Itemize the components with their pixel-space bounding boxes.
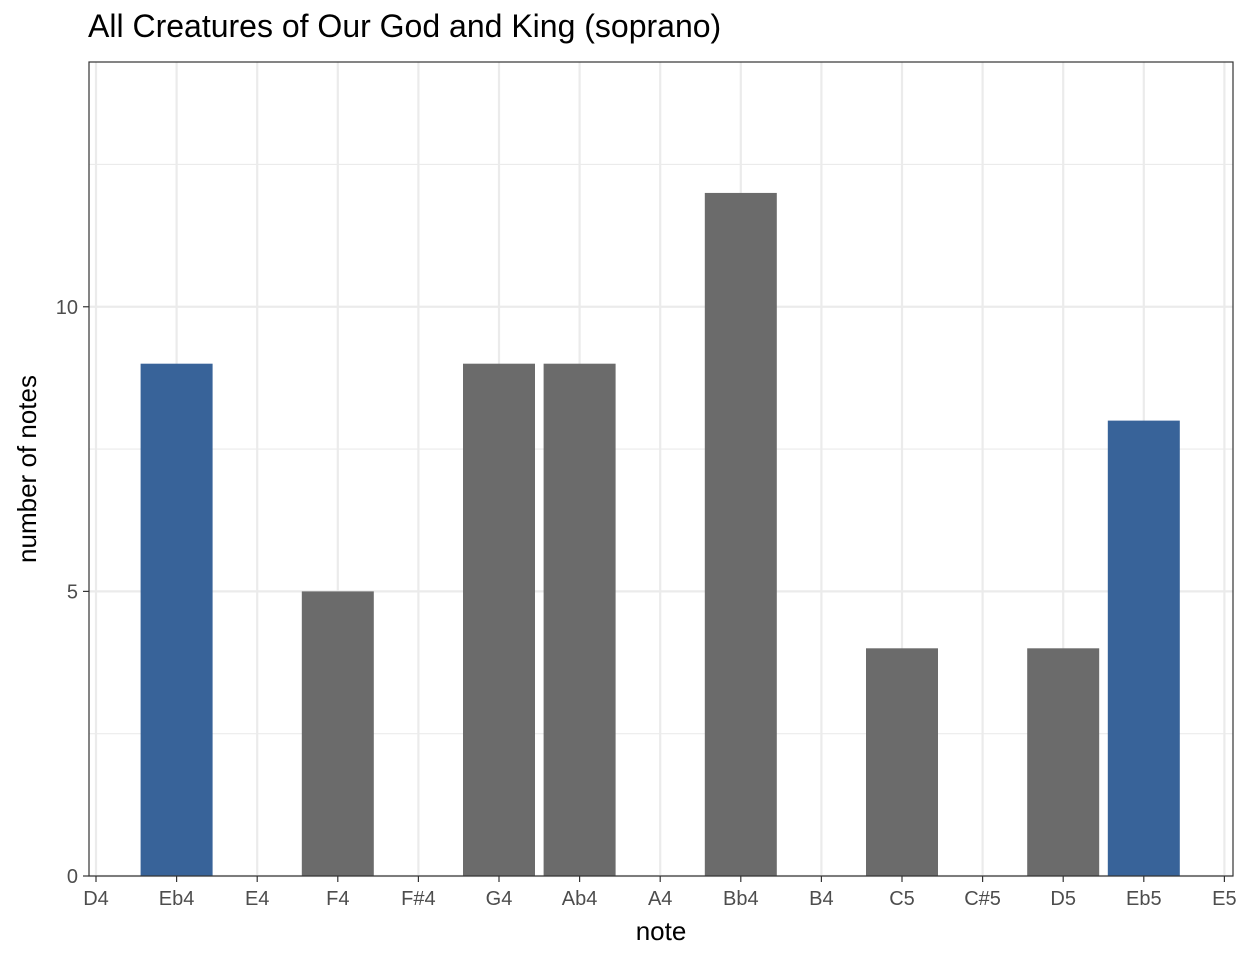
x-tick-label: A4: [648, 888, 672, 910]
x-tick-label: C5: [889, 888, 915, 910]
x-tick-label: Bb4: [723, 888, 759, 910]
y-tick-label: 0: [67, 866, 78, 888]
bar-g4: [463, 363, 535, 876]
x-tick-label: F#4: [401, 888, 435, 910]
y-axis-title: number of notes: [12, 375, 42, 563]
x-tick-label: D5: [1050, 888, 1076, 910]
x-tick-label: Ab4: [562, 888, 598, 910]
bar-d5: [1027, 648, 1100, 876]
x-tick-label: Eb4: [159, 888, 195, 910]
axis-ticks: 0 5 10 D4 Eb4 E4 F4 F#4 G4 Ab4 A4 Bb4 B4 C5 C#5 D5 Eb5 E5: [56, 297, 1237, 910]
x-tick-label: F4: [326, 888, 349, 910]
x-tick-label: C#5: [964, 888, 1001, 910]
y-tick-label: 5: [67, 581, 78, 603]
chart-title: All Creatures of Our God and King (sopra…: [88, 8, 722, 44]
bar-eb5: [1107, 420, 1180, 876]
x-axis-title: note: [636, 916, 687, 946]
x-tick-label: D4: [83, 888, 109, 910]
bar-f4: [301, 591, 374, 876]
x-tick-label: E5: [1212, 888, 1236, 910]
x-tick-label: Eb5: [1126, 888, 1162, 910]
bar-bb4: [704, 192, 777, 876]
panel-border: [88, 61, 1234, 877]
x-tick-label: E4: [245, 888, 269, 910]
bar-c5: [866, 648, 938, 876]
x-tick-label: G4: [486, 888, 513, 910]
bar-eb4: [140, 363, 213, 876]
bar-ab4: [543, 363, 616, 876]
y-tick-label: 10: [56, 297, 78, 319]
x-tick-label: B4: [809, 888, 833, 910]
bars: [140, 192, 1180, 876]
